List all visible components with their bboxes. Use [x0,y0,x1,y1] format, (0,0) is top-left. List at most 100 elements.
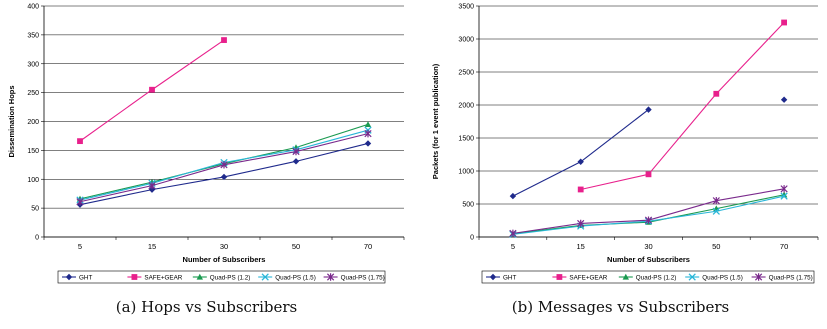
series-quad-ps-1-5 [509,192,788,239]
x-tick-label: 15 [577,242,585,251]
series-line-segment [580,173,649,191]
data-point [577,186,584,193]
series-safe-gear [77,37,227,145]
y-tick-label: 2500 [458,70,474,77]
series-line-segment [79,181,153,200]
y-tick-label: 200 [27,119,39,126]
series-line-segment [79,89,153,142]
legend-marker [65,273,73,281]
series-line-segment [716,194,785,210]
series-line-segment [512,225,581,235]
data-point [221,37,227,43]
series-line-segment [580,219,649,225]
y-tick-label: 350 [27,32,39,39]
legend-label: Quad-PS (1.2) [636,274,677,281]
chart-hops-vs-subscribers: 0 50 100 150 200 250 300 350 400 5 15 30 50 70 Number … [7,4,405,284]
series-quad-ps-1-75 [509,185,788,238]
chart-messages-vs-subscribers: 0 500 1000 1500 2000 2500 3000 3500 5 15 30 50 70 Num… [431,4,819,284]
legend-marker [131,274,138,280]
legend-box [57,270,386,284]
y-tick-label: 1000 [458,169,474,176]
series-safe-gear [577,19,787,193]
series-line-segment [223,149,297,164]
legend-label: Quad-PS (1.75) [769,274,813,281]
series-quad-ps-1-5 [76,126,372,204]
data-point [364,129,372,138]
data-point [148,181,156,190]
x-tick-label: 50 [292,242,300,251]
series-line-segment [580,220,649,227]
data-point [149,86,155,93]
x-tick-label: 50 [712,242,720,251]
series-line-segment [512,224,581,235]
y-tick-label: 400 [27,4,39,11]
legend-label: SAFE+GEAR [144,274,182,281]
legend-marker [754,273,763,281]
data-point [780,185,788,193]
series-line-segment [715,22,785,95]
data-point [780,96,788,103]
data-point [292,147,300,156]
series-quad-ps-1-75 [76,129,372,206]
data-point [509,192,517,200]
legend-marker [326,273,335,281]
data-point [220,161,228,169]
series-line-segment [648,200,717,221]
x-tick-label: 5 [511,242,515,251]
x-tick-label: 5 [78,242,82,251]
legend-label: Quad-PS (1.5) [275,274,316,281]
legend-marker [261,273,269,281]
legend-label: GHT [79,274,92,281]
legend-marker [489,273,497,281]
data-point [292,158,300,165]
series-line-segment [79,182,153,201]
series-line-segment [295,123,369,149]
legend: GHT SAFE+GEAR Quad-PS (1.2) Quad-PS (1.5) Qu… [57,270,386,284]
data-point [645,171,652,178]
series-line-segment [512,161,581,197]
legend-label: Quad-PS (1.5) [702,274,743,281]
y-tick-label: 300 [27,61,39,68]
data-point [781,19,787,26]
legend-label: GHT [503,274,516,281]
series-line-segment [295,133,369,153]
data-point [713,90,720,97]
series-line-segment [295,142,369,162]
y-tick-label: 3500 [458,4,474,11]
y-tick-label: 150 [27,148,39,155]
series-line-segment [151,39,225,91]
legend-label: SAFE+GEAR [569,274,607,281]
legend-box [481,270,815,284]
y-tick-label: 2000 [458,103,474,110]
x-tick-label: 15 [148,242,156,251]
series-line-segment [151,164,225,187]
series-line-segment [716,195,785,212]
y-axis-label: Packets (for 1 event publication) [431,63,440,179]
x-tick-label: 30 [644,242,652,251]
y-tick-label: 100 [27,177,39,184]
series-line-segment [295,129,369,151]
y-tick-label: 0 [35,235,39,242]
series-line-segment [512,222,581,234]
data-point [712,197,720,205]
series-line-segment [151,161,225,184]
data-point [364,121,372,127]
y-axis-label: Dissemination Hops [7,85,16,157]
data-point [712,207,720,215]
legend-marker [556,274,563,280]
series-line-segment [79,185,153,203]
y-tick-label: 250 [27,90,39,97]
data-point [780,192,788,200]
y-tick-label: 1500 [458,136,474,143]
series-line-segment [223,160,297,178]
data-point [644,216,653,224]
x-axis-label: Number of Subscribers [183,255,266,264]
y-tick-label: 3000 [458,37,474,44]
series-line-segment [648,210,717,222]
legend-marker [196,273,203,280]
x-axis-label: Number of Subscribers [607,255,690,264]
legend-label: Quad-PS (1.75) [341,274,385,281]
series-line-segment [151,176,225,191]
series-line-segment [223,150,297,166]
x-tick-label: 70 [364,242,372,251]
